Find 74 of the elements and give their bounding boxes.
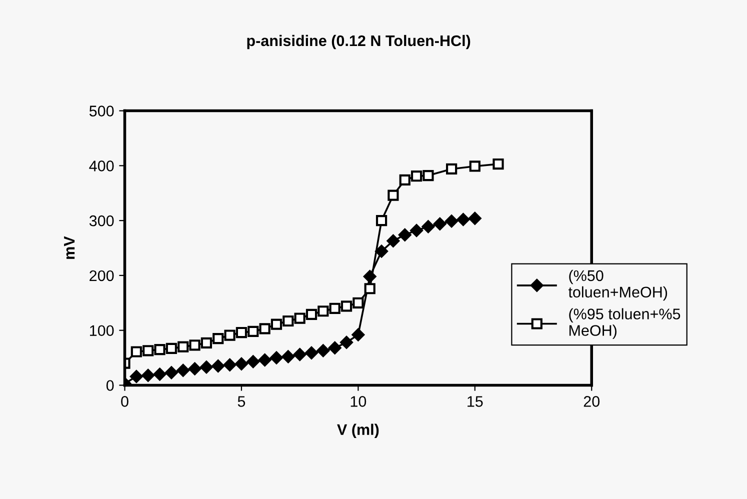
x-tick-label: 10	[350, 396, 366, 407]
point	[352, 328, 365, 342]
point	[236, 326, 248, 338]
point	[130, 346, 142, 358]
point	[329, 302, 340, 314]
point	[153, 368, 166, 381]
point	[306, 308, 318, 320]
point	[223, 358, 236, 372]
y-tick-label: 300	[89, 215, 114, 226]
point	[410, 170, 422, 182]
point	[248, 326, 259, 337]
point	[422, 220, 435, 234]
point	[398, 228, 412, 242]
point	[164, 366, 178, 380]
point	[410, 224, 423, 237]
point	[316, 344, 330, 358]
point	[142, 345, 154, 356]
point	[340, 336, 353, 349]
point	[456, 213, 470, 226]
point	[328, 341, 342, 354]
chart-title: p-anisidine (0.12 N Toluen-HCl)	[247, 34, 470, 50]
point	[212, 360, 225, 372]
point	[469, 160, 480, 172]
y-tick-label: 200	[90, 270, 114, 282]
point	[375, 244, 388, 258]
x-tick-label: 0	[121, 396, 128, 407]
point	[446, 163, 458, 175]
point	[352, 297, 364, 308]
point	[305, 346, 318, 360]
point	[270, 351, 283, 364]
x-tick-label: 15	[468, 396, 483, 407]
point	[259, 323, 270, 334]
point	[422, 170, 434, 182]
y-tick-label: 0	[106, 380, 114, 391]
x-tick-label: 20	[584, 396, 600, 407]
point	[224, 330, 236, 341]
point	[200, 360, 213, 374]
point	[258, 354, 272, 366]
y-tick-label: 100	[90, 325, 114, 336]
point	[445, 214, 458, 228]
point	[388, 190, 399, 201]
point	[399, 174, 410, 186]
y-tick-label: 400	[89, 160, 114, 172]
point	[282, 315, 294, 327]
point	[142, 368, 155, 382]
point	[386, 234, 400, 248]
point	[200, 337, 212, 349]
y-tick-label: 500	[89, 106, 114, 116]
point	[492, 158, 504, 170]
point	[176, 364, 190, 377]
point	[246, 355, 260, 368]
point	[340, 300, 352, 312]
point	[433, 217, 446, 230]
y-axis-title: mV	[64, 236, 75, 259]
x-axis-title: V (ml)	[337, 424, 379, 438]
legend-label: (%50 toluen+MeOH)	[568, 270, 668, 301]
legend-label: (%95 toluen+%5 MeOH)	[569, 308, 680, 339]
point	[189, 340, 200, 351]
point	[270, 318, 282, 330]
point	[468, 212, 482, 225]
point	[293, 348, 306, 361]
x-tick-label: 5	[238, 396, 246, 407]
point	[376, 215, 388, 226]
point	[178, 341, 189, 352]
point	[294, 312, 306, 324]
point	[130, 370, 143, 383]
point	[282, 350, 295, 364]
point	[212, 333, 224, 344]
point	[154, 344, 166, 356]
point	[235, 357, 248, 370]
point	[364, 283, 376, 294]
point	[318, 306, 329, 317]
point	[188, 362, 202, 376]
point	[166, 342, 177, 354]
